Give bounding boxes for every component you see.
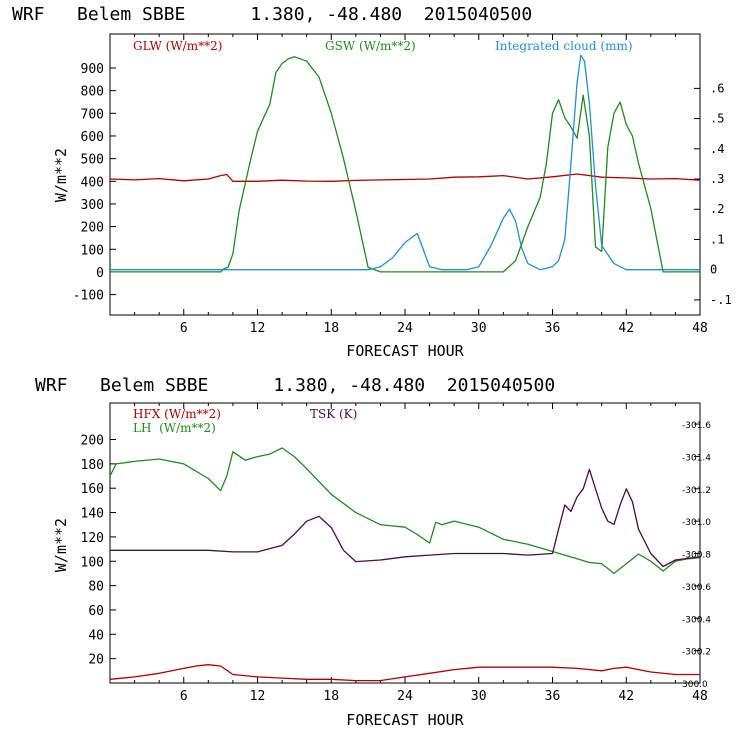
legend-lh: LH (W/m**2) xyxy=(133,421,216,435)
x-tick-label: 18 xyxy=(323,321,339,336)
x-tick-label: 6 xyxy=(180,689,188,704)
x-axis: 6 12 18 24 30 36 42 48 xyxy=(134,403,708,704)
x-tick-label: 48 xyxy=(692,321,708,336)
y-tick-label: 40 xyxy=(88,628,104,643)
series-line-hfx xyxy=(109,664,700,682)
y-right-tick-label: 0 xyxy=(710,263,717,277)
y-tick-label: 60 xyxy=(88,604,104,619)
x-tick-label: 24 xyxy=(397,689,413,704)
x-axis: 6 12 18 24 30 36 42 48 xyxy=(134,34,708,336)
legend-cloud: Integrated cloud (mm) xyxy=(495,39,633,53)
y-tick-label: 200 xyxy=(81,434,104,449)
y-right-tick-label: -300.8 xyxy=(682,551,711,561)
plot-frame xyxy=(109,33,701,316)
y-axis-left: 20 40 60 80 100 120 140 160 180 200 xyxy=(81,434,116,668)
legend-hfx: HFX (W/m**2) xyxy=(133,407,221,421)
y-right-tick-label: -.1 xyxy=(710,293,732,307)
series-line-glw xyxy=(109,173,701,182)
series-line-tsk xyxy=(110,468,701,568)
x-axis-label: FORECAST HOUR xyxy=(346,711,464,729)
x-tick-label: 42 xyxy=(618,689,634,704)
y-tick-label: -100 xyxy=(73,289,104,304)
plot-frame xyxy=(109,402,701,684)
y-right-tick-label: .4 xyxy=(710,142,724,156)
y-right-tick-label: .6 xyxy=(710,81,724,95)
y-tick-label: 20 xyxy=(88,653,104,668)
x-tick-label: 12 xyxy=(250,689,266,704)
y-tick-label: 900 xyxy=(81,62,104,77)
y-tick-label: 160 xyxy=(81,482,104,497)
y-right-tick-label: .5 xyxy=(710,112,724,126)
bottom-chart: WRF Belem SBBE 1.380, -48.480 2015040500… xyxy=(35,375,711,729)
y-axis-right: -.1 0 .1 .2 .3 .4 .5 .6 xyxy=(694,81,732,307)
y-tick-label: 100 xyxy=(81,243,104,258)
y-right-tick-label: -301.2 xyxy=(682,486,711,496)
y-right-tick-label: .2 xyxy=(710,202,724,216)
y-right-tick-label: 300.0 xyxy=(682,680,708,690)
top-chart: WRF Belem SBBE 1.380, -48.480 2015040500… xyxy=(12,4,732,360)
y-tick-label: 500 xyxy=(81,153,104,168)
y-right-tick-label: .3 xyxy=(710,172,724,186)
y-right-tick-label: .1 xyxy=(710,232,724,246)
series-group xyxy=(109,447,701,682)
x-tick-label: 36 xyxy=(545,321,561,336)
y-tick-label: 800 xyxy=(81,85,104,100)
y-tick-label: 80 xyxy=(88,580,104,595)
y-axis-left: -100 0 100 200 300 400 500 600 700 800 900 xyxy=(73,62,116,304)
y-tick-label: 0 xyxy=(96,266,104,281)
x-tick-label: 6 xyxy=(180,321,188,336)
y-tick-label: 100 xyxy=(81,555,104,570)
y-right-tick-label: -301.6 xyxy=(682,421,711,431)
series-line-integrated xyxy=(110,54,700,271)
chart-title: WRF Belem SBBE 1.380, -48.480 2015040500 xyxy=(12,4,532,25)
y-axis-label: W/m**2 xyxy=(52,518,70,572)
y-axis-right: 300.0 -300.2 -300.4 -300.6 -300.8 -301.0 -301.… xyxy=(682,421,711,690)
y-tick-label: 120 xyxy=(81,531,104,546)
x-tick-label: 18 xyxy=(323,689,339,704)
y-tick-label: 300 xyxy=(81,198,104,213)
x-tick-label: 42 xyxy=(618,321,634,336)
y-tick-label: 700 xyxy=(81,107,104,122)
x-tick-label: 24 xyxy=(397,321,413,336)
x-tick-label: 12 xyxy=(250,321,266,336)
series-line-lh xyxy=(109,447,701,575)
chart-title: WRF Belem SBBE 1.380, -48.480 2015040500 xyxy=(35,375,555,396)
y-right-tick-label: -301.4 xyxy=(682,453,711,463)
legend-gsw: GSW (W/m**2) xyxy=(325,39,416,53)
x-axis-label: FORECAST HOUR xyxy=(346,342,464,360)
y-axis-label: W/m**2 xyxy=(52,148,70,202)
series-line-gsw xyxy=(110,56,700,273)
y-right-tick-label: -300.6 xyxy=(682,583,711,593)
y-tick-label: 400 xyxy=(81,175,104,190)
y-tick-label: 140 xyxy=(81,507,104,522)
x-tick-label: 30 xyxy=(471,321,487,336)
x-tick-label: 36 xyxy=(545,689,561,704)
x-tick-label: 30 xyxy=(471,689,487,704)
x-tick-label: 48 xyxy=(692,689,708,704)
y-tick-label: 200 xyxy=(81,221,104,236)
y-right-tick-label: -300.2 xyxy=(682,648,711,658)
series-group xyxy=(109,54,701,273)
y-tick-label: 600 xyxy=(81,130,104,145)
y-right-tick-label: -300.4 xyxy=(682,615,711,625)
y-tick-label: 180 xyxy=(81,458,104,473)
y-right-tick-label: -301.0 xyxy=(682,518,711,528)
legend-tsk: TSK (K) xyxy=(310,407,357,421)
legend-glw: GLW (W/m**2) xyxy=(133,39,222,53)
